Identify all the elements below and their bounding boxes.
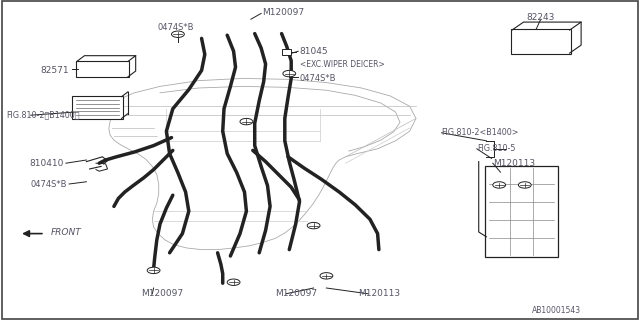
Text: M120113: M120113 bbox=[493, 159, 535, 168]
Text: 81045: 81045 bbox=[300, 47, 328, 56]
Text: FRONT: FRONT bbox=[51, 228, 82, 237]
Text: M120097: M120097 bbox=[275, 289, 317, 298]
Circle shape bbox=[283, 70, 296, 77]
Circle shape bbox=[518, 182, 531, 188]
FancyBboxPatch shape bbox=[76, 61, 129, 77]
Circle shape bbox=[240, 118, 253, 125]
Circle shape bbox=[307, 222, 320, 229]
Text: FIG.810-2〈B1400〉: FIG.810-2〈B1400〉 bbox=[6, 111, 80, 120]
Text: M120113: M120113 bbox=[358, 289, 401, 298]
Circle shape bbox=[227, 279, 240, 285]
Text: FIG.810-2<B1400>: FIG.810-2<B1400> bbox=[442, 128, 519, 137]
Text: 810410: 810410 bbox=[29, 159, 64, 168]
FancyBboxPatch shape bbox=[511, 29, 571, 54]
Text: 82243: 82243 bbox=[527, 13, 555, 22]
Text: 0474S*B: 0474S*B bbox=[157, 23, 195, 32]
Circle shape bbox=[493, 182, 506, 188]
Circle shape bbox=[147, 267, 160, 274]
FancyBboxPatch shape bbox=[72, 96, 123, 119]
Circle shape bbox=[172, 31, 184, 37]
Text: FIG.810-5: FIG.810-5 bbox=[477, 144, 515, 153]
Text: <EXC.WIPER DEICER>: <EXC.WIPER DEICER> bbox=[300, 60, 384, 68]
Text: 0474S*B: 0474S*B bbox=[31, 180, 67, 188]
Bar bbox=[282, 49, 291, 55]
Circle shape bbox=[320, 273, 333, 279]
Text: AB10001543: AB10001543 bbox=[532, 306, 581, 315]
Text: 82571: 82571 bbox=[40, 66, 69, 75]
FancyBboxPatch shape bbox=[485, 166, 558, 257]
Text: M120097: M120097 bbox=[141, 289, 183, 298]
Text: M120097: M120097 bbox=[262, 8, 305, 17]
Text: 0474S*B: 0474S*B bbox=[300, 74, 336, 83]
